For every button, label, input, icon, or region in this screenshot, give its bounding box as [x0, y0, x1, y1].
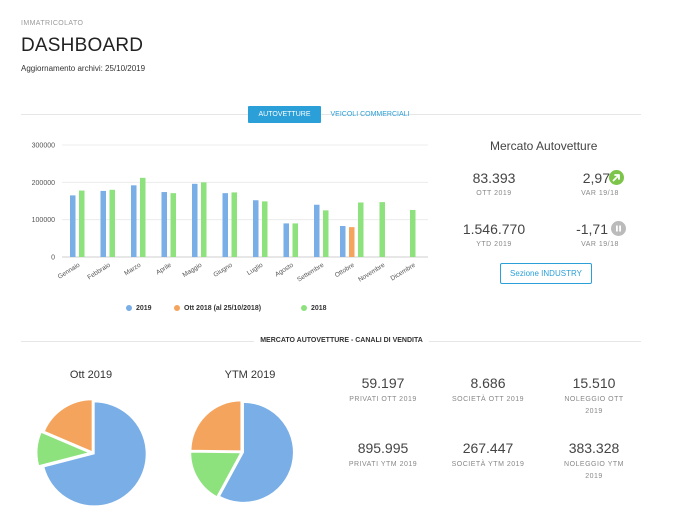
bar-2018-marzo[interactable] [140, 177, 146, 257]
legend-swatch-2018 [301, 305, 307, 311]
x-tick-label: Febbraio [86, 262, 112, 282]
bar-2019-febbraio[interactable] [100, 190, 107, 257]
legend-item-2018[interactable]: 2018 [301, 304, 327, 314]
pause-icon [611, 221, 626, 236]
x-tick-label: Settembre [296, 262, 325, 284]
kpi-ytd-value: 1.546.770 [462, 221, 526, 237]
kpi-ytd-label: YTD 2019 [476, 241, 512, 248]
kpi-ott-label: OTT 2019 [476, 190, 512, 197]
bar-2018-aprile[interactable] [170, 193, 177, 257]
legend-label-2018: 2018 [311, 305, 327, 312]
kpi-var-month-value: 2,97 [582, 170, 610, 186]
bar-2019-giugno[interactable] [222, 193, 229, 257]
kpi-var-month-label: VAR 19/18 [581, 190, 619, 197]
bar-2018-febbraio[interactable] [109, 189, 116, 257]
kpi-var-ytd-value: -1,71 [576, 221, 608, 237]
bar-2019-marzo[interactable] [131, 185, 137, 257]
legend-swatch-ott-2018 [174, 305, 180, 311]
stat-societa-ott-label: SOCIETÀ OTT 2019 [451, 396, 525, 403]
bar-2018-settembre[interactable] [323, 210, 329, 257]
pie-slice-societa[interactable] [36, 431, 91, 467]
stat-noleggio-ott-value: 15.510 [572, 375, 616, 391]
pie-title-ott: Ott 2019 [69, 369, 113, 381]
bar-ott-ottobre[interactable] [349, 227, 355, 257]
stat-societa-ott-value: 8.686 [470, 375, 506, 391]
y-tick-label: 100000 [32, 217, 55, 224]
y-tick-label: 300000 [32, 143, 55, 150]
x-tick-label: Maggio [182, 262, 204, 279]
legend-label-2019: 2019 [136, 305, 152, 312]
x-tick-label: Giugno [212, 262, 234, 279]
legend-item-2019[interactable]: 2019 [126, 304, 152, 314]
stat-noleggio-ott-label: NOLEGGIO OTT 2019 [564, 396, 624, 415]
x-tick-label: Gennaio [57, 262, 82, 281]
legend-label-ott-2018: Ott 2018 (al 25/10/2018) [184, 305, 262, 312]
pie-title-ytm: YTM 2019 [224, 369, 276, 381]
chart-legend: 2019 Ott 2018 (al 25/10/2018) 2018 [0, 304, 440, 316]
industry-section-button[interactable]: Sezione INDUSTRY [500, 263, 592, 284]
stat-societa-ytm-value: 267.447 [462, 440, 514, 456]
pie-slice-societa[interactable] [190, 451, 242, 498]
x-tick-label: Novembre [357, 262, 386, 284]
x-tick-label: Ottobre [334, 262, 356, 280]
y-tick-label: 200000 [32, 180, 55, 187]
tab-veicoli-commerciali[interactable]: VEICOLI COMMERCIALI [330, 111, 410, 118]
kpi-ott-value: 83.393 [472, 170, 516, 186]
bar-2019-luglio[interactable] [253, 200, 259, 257]
stat-noleggio-ytm-label: NOLEGGIO YTM 2019 [564, 461, 624, 480]
bar-2018-gennaio[interactable] [79, 190, 85, 257]
stat-privati-ott-value: 59.197 [361, 375, 405, 391]
section-title-text: MERCATO AUTOVETTURE - CANALI DI VENDITA [254, 337, 429, 344]
bar-2019-ottobre[interactable] [340, 226, 346, 257]
x-tick-label: Luglio [246, 262, 265, 277]
bar-2018-giugno[interactable] [231, 192, 238, 257]
stat-societa-ytm-label: SOCIETÀ YTM 2019 [451, 461, 525, 468]
bar-2018-ottobre[interactable] [358, 202, 364, 257]
x-tick-label: Marzo [123, 262, 142, 278]
header-eyebrow: IMMATRICOLATO [21, 20, 84, 27]
monthly-registrations-chart: 0 100000 200000 300000 Gennaio Febbraio Marzo A… [32, 143, 428, 284]
pie-chart-ott-2019 [36, 399, 147, 507]
bar-2019-maggio[interactable] [192, 183, 198, 257]
pie-slice-privati[interactable] [218, 401, 294, 503]
stat-privati-ytm-label: PRIVATI YTM 2019 [348, 461, 418, 468]
stat-privati-ytm-value: 895.995 [357, 440, 409, 456]
x-tick-label: Agosto [274, 262, 295, 279]
bar-2018-novembre[interactable] [379, 202, 386, 257]
tab-autovetture[interactable]: AUTOVETTURE [248, 106, 321, 123]
bar-2018-luglio[interactable] [262, 201, 268, 257]
bar-2019-settembre[interactable] [314, 204, 320, 257]
pie-chart-ytm-2019 [190, 400, 294, 503]
x-tick-label: Aprile [155, 262, 173, 277]
x-tick-label: Dicembre [390, 262, 418, 283]
kpi-var-ytd-label: VAR 19/18 [581, 241, 619, 248]
legend-item-ott-2018[interactable]: Ott 2018 (al 25/10/2018) [174, 304, 261, 314]
bar-2018-agosto[interactable] [292, 223, 299, 257]
page-title: DASHBOARD [21, 35, 144, 56]
bar-2019-agosto[interactable] [283, 223, 290, 257]
stat-privati-ott-label: PRIVATI OTT 2019 [349, 396, 417, 403]
bar-2019-gennaio[interactable] [70, 195, 76, 257]
y-tick-label: 0 [51, 255, 55, 262]
kpi-panel-title: Mercato Autovetture [490, 139, 598, 153]
pie-slice-noleggio[interactable] [190, 400, 242, 452]
arrow-up-right-icon [609, 170, 624, 185]
section-title: MERCATO AUTOVETTURE - CANALI DI VENDITA [0, 337, 683, 344]
bar-2019-aprile[interactable] [161, 192, 168, 257]
pie-slice-privati[interactable] [43, 401, 147, 507]
bar-2018-dicembre[interactable] [410, 209, 416, 257]
stat-noleggio-ytm-value: 383.328 [568, 440, 620, 456]
legend-swatch-2019 [126, 305, 132, 311]
bar-2018-maggio[interactable] [201, 182, 207, 257]
archive-update-date: Aggiornamento archivi: 25/10/2019 [21, 64, 146, 73]
pie-slice-noleggio[interactable] [43, 399, 93, 453]
tabs-divider [21, 114, 641, 115]
